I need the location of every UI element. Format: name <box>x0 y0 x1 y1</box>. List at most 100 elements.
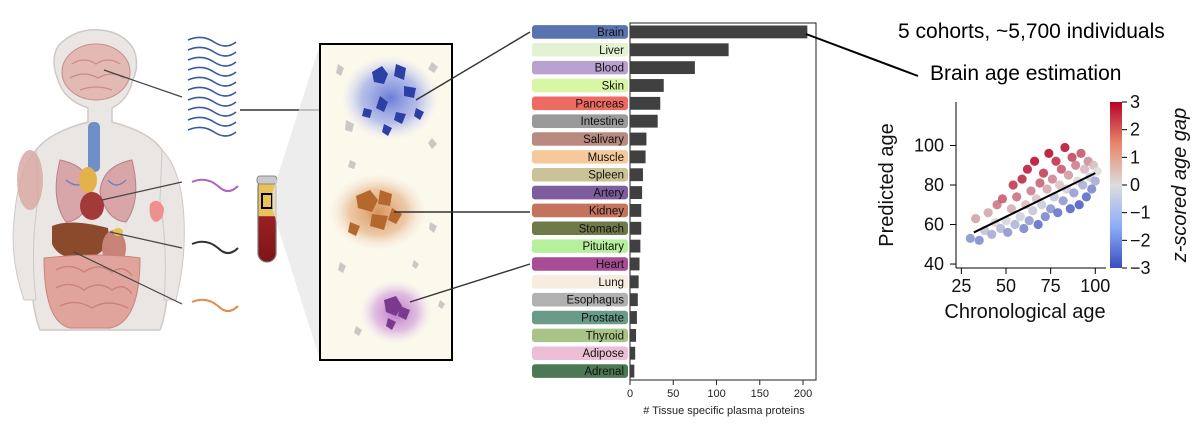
arm-muscle-illustration <box>17 150 43 210</box>
scatter-trend-line <box>973 172 1096 234</box>
bar-skin <box>630 79 664 92</box>
tissue-label-stomach: Stomach <box>579 223 624 235</box>
scatter-point <box>1058 196 1068 206</box>
scatter-point <box>1003 227 1013 238</box>
tissue-label-bg-skin <box>532 78 628 93</box>
heart-protein-strand <box>191 178 239 192</box>
scatter-point <box>1035 178 1045 188</box>
scatter-y-tick-label: 60 <box>924 215 944 235</box>
tissue-label-bg-lung <box>532 275 628 289</box>
scatter-y-label: Predicted age <box>876 123 898 246</box>
bar-adrenal <box>630 364 635 378</box>
bar-x-tick-label: 100 <box>707 388 725 400</box>
bar-x-tick-label: 200 <box>794 388 812 400</box>
tissue-label-bg-salivary <box>532 132 628 146</box>
scatter-point <box>1078 180 1088 190</box>
scatter-point <box>1051 156 1061 166</box>
colorbar-tick-label: −3 <box>1130 258 1151 278</box>
scatter-point <box>1010 219 1020 230</box>
bar-brain <box>630 25 808 39</box>
tissue-label-adrenal: Adrenal <box>584 366 624 378</box>
brain-age-estimation-title: Brain age estimation <box>930 62 1122 85</box>
tissue-label-bg-thyroid <box>532 328 628 343</box>
bar-kidney <box>630 203 642 217</box>
scatter-point <box>1065 204 1075 214</box>
plasma-zoom-panel <box>319 31 531 361</box>
brain-illustration <box>61 43 131 101</box>
tissue-label-bg-heart <box>532 257 628 271</box>
scatter-point <box>974 235 984 245</box>
colorbar-tick-label: 3 <box>1130 92 1140 112</box>
bar-spleen <box>630 168 643 182</box>
colorbar-tick-label: 1 <box>1130 147 1140 167</box>
tissue-label-bg-adrenal <box>532 364 628 378</box>
tissue-label-brain: Brain <box>597 27 624 39</box>
scatter-point <box>1042 184 1052 194</box>
tissue-label-bg-blood <box>532 60 628 75</box>
bar-chart-x-label: # Tissue specific plasma proteins <box>643 405 805 417</box>
blood-tube-illustration <box>256 44 320 360</box>
scatter-point <box>1022 164 1033 174</box>
bar-thyroid <box>630 328 637 342</box>
tissue-label-bg-adipose <box>532 346 628 361</box>
bar-intestine <box>630 114 658 128</box>
lung-right-illustration <box>99 159 137 223</box>
tissue-label-prostate: Prostate <box>581 313 624 325</box>
tissue-label-bg-artery <box>532 185 628 200</box>
tissue-label-liver: Liver <box>599 45 624 57</box>
scatter-x-tick-label: 100 <box>1080 276 1110 296</box>
tissue-label-bg-muscle <box>532 150 628 164</box>
tissue-label-blood: Blood <box>595 63 624 75</box>
tissue-label-spleen: Spleen <box>588 170 624 182</box>
scatter-point <box>1033 219 1043 230</box>
tissue-label-salivary: Salivary <box>583 134 624 146</box>
bar-lung <box>630 275 639 289</box>
scatter-point <box>1029 156 1040 166</box>
scatter-point <box>1074 200 1084 210</box>
scatter-point <box>1063 170 1074 180</box>
scatter-point <box>1046 204 1056 214</box>
bar-x-tick-label: 50 <box>667 388 679 400</box>
scatter-y-tick-label: 100 <box>914 135 944 155</box>
scatter-point <box>1028 206 1038 216</box>
colorbar-tick-label: −2 <box>1130 230 1151 250</box>
liver-illustration <box>52 222 109 259</box>
scatter-point <box>1081 192 1091 202</box>
tissue-label-pituitary: Pituitary <box>582 241 624 253</box>
intestine-protein-strand <box>191 298 239 312</box>
scatter-point <box>992 200 1002 210</box>
tissue-label-bg-spleen <box>532 167 628 182</box>
colorbar-tick-label: 0 <box>1130 175 1140 195</box>
scatter-point <box>1069 188 1079 198</box>
scatter-point <box>1012 192 1022 202</box>
tissue-label-bg-intestine <box>532 114 628 128</box>
intestine-illustration <box>43 254 141 329</box>
scatter-y-tick-label: 40 <box>924 254 944 274</box>
scatter-point <box>965 233 975 243</box>
scatter-point <box>1026 186 1036 196</box>
scatter-x-tick-label: 25 <box>951 276 971 296</box>
scatter-point <box>1015 212 1025 222</box>
tissue-label-esophagus: Esophagus <box>566 295 624 307</box>
tissue-label-kidney: Kidney <box>589 205 624 217</box>
bar-prostate <box>630 311 637 324</box>
scatter-point <box>1019 223 1029 234</box>
bar-artery <box>630 186 643 200</box>
colorbar <box>1110 102 1122 268</box>
scatter-point <box>1076 148 1086 158</box>
bar-adipose <box>630 346 636 360</box>
bar-pancreas <box>630 96 661 110</box>
scatter-point <box>1024 215 1034 226</box>
scatter-x-label: Chronological age <box>944 301 1105 323</box>
brain-age-scatter-plot: 25 50 75 100 40 60 80 100 Chronological age Pre… <box>876 92 1191 323</box>
tissue-label-thyroid: Thyroid <box>586 330 624 342</box>
scatter-point <box>1006 204 1016 214</box>
bar-x-tick-label: 0 <box>627 388 633 400</box>
scatter-point <box>996 223 1006 234</box>
scatter-point <box>1017 174 1027 184</box>
scatter-y-tick-label: 80 <box>924 175 944 195</box>
tissue-label-adipose: Adipose <box>582 348 624 360</box>
scatter-point <box>1038 168 1049 178</box>
scatter-point <box>1087 184 1097 194</box>
